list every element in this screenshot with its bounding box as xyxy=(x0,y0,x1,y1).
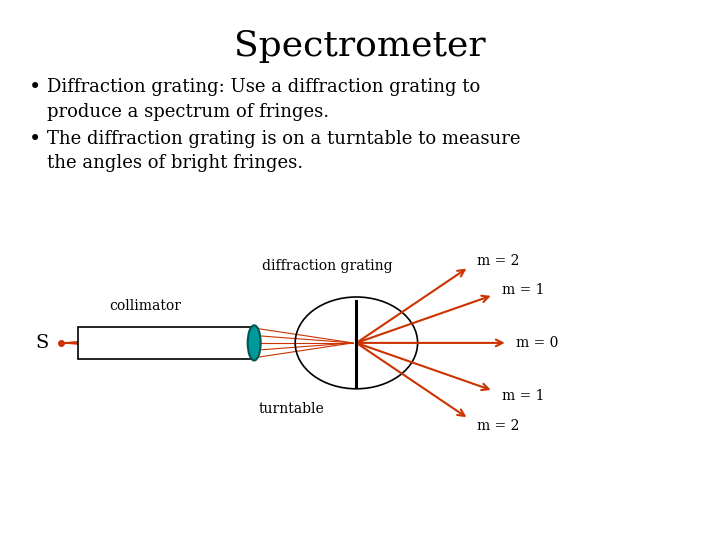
Text: the angles of bright fringes.: the angles of bright fringes. xyxy=(47,154,303,172)
Text: S: S xyxy=(35,334,48,352)
Ellipse shape xyxy=(248,325,261,361)
Text: •: • xyxy=(29,130,41,148)
Bar xyxy=(78,327,254,359)
Text: m = 2: m = 2 xyxy=(477,420,520,433)
Text: Spectrometer: Spectrometer xyxy=(234,29,486,63)
Text: collimator: collimator xyxy=(109,299,181,313)
Text: m = 1: m = 1 xyxy=(502,282,544,296)
Text: turntable: turntable xyxy=(258,402,325,416)
Text: m = 1: m = 1 xyxy=(502,389,544,403)
Text: m = 2: m = 2 xyxy=(477,254,520,267)
Text: Diffraction grating: Use a diffraction grating to: Diffraction grating: Use a diffraction g… xyxy=(47,78,480,96)
Text: •: • xyxy=(29,78,41,97)
Text: diffraction grating: diffraction grating xyxy=(262,259,393,273)
Text: produce a spectrum of fringes.: produce a spectrum of fringes. xyxy=(47,103,329,120)
Text: The diffraction grating is on a turntable to measure: The diffraction grating is on a turntabl… xyxy=(47,130,521,147)
Text: m = 0: m = 0 xyxy=(516,336,559,350)
